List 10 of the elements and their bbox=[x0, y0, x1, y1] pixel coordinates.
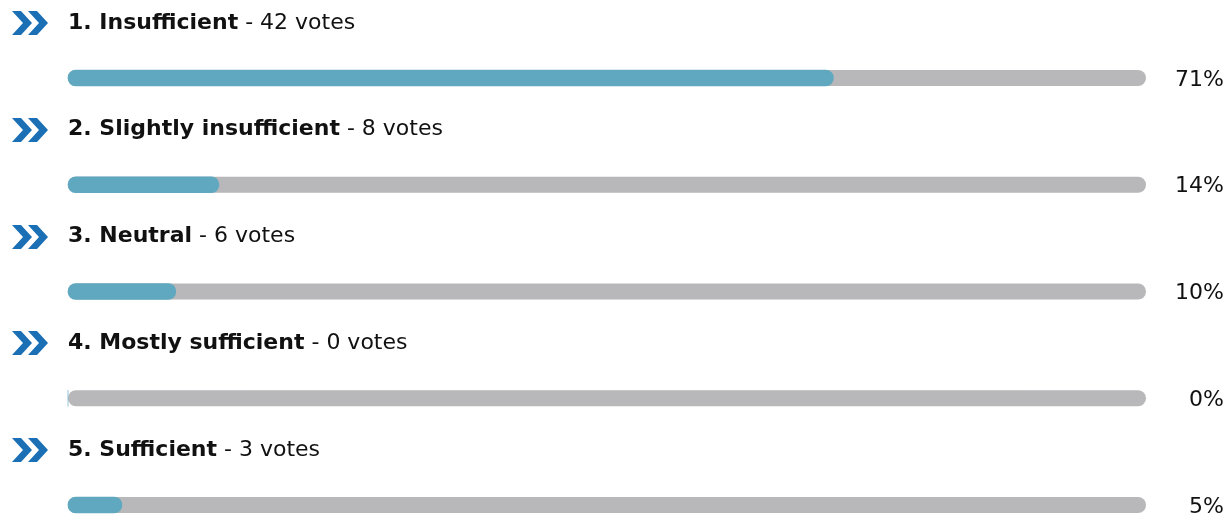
data-label: 71% bbox=[1175, 65, 1224, 91]
data-label: 0% bbox=[1189, 385, 1224, 411]
y-tick-label: 5. Sufficient - 3 votes bbox=[68, 435, 321, 461]
y-tick-label: 3. Neutral - 6 votes bbox=[68, 222, 296, 248]
data-label: 14% bbox=[1175, 172, 1224, 198]
data-label: 5% bbox=[1189, 492, 1224, 517]
data-label: 10% bbox=[1175, 279, 1224, 305]
y-tick-label: 2. Slightly insufficient - 8 votes bbox=[68, 115, 443, 141]
y-tick-label: 4. Mostly sufficient - 0 votes bbox=[68, 328, 408, 354]
y-tick-label: 1. Insufficient - 42 votes bbox=[68, 8, 356, 34]
